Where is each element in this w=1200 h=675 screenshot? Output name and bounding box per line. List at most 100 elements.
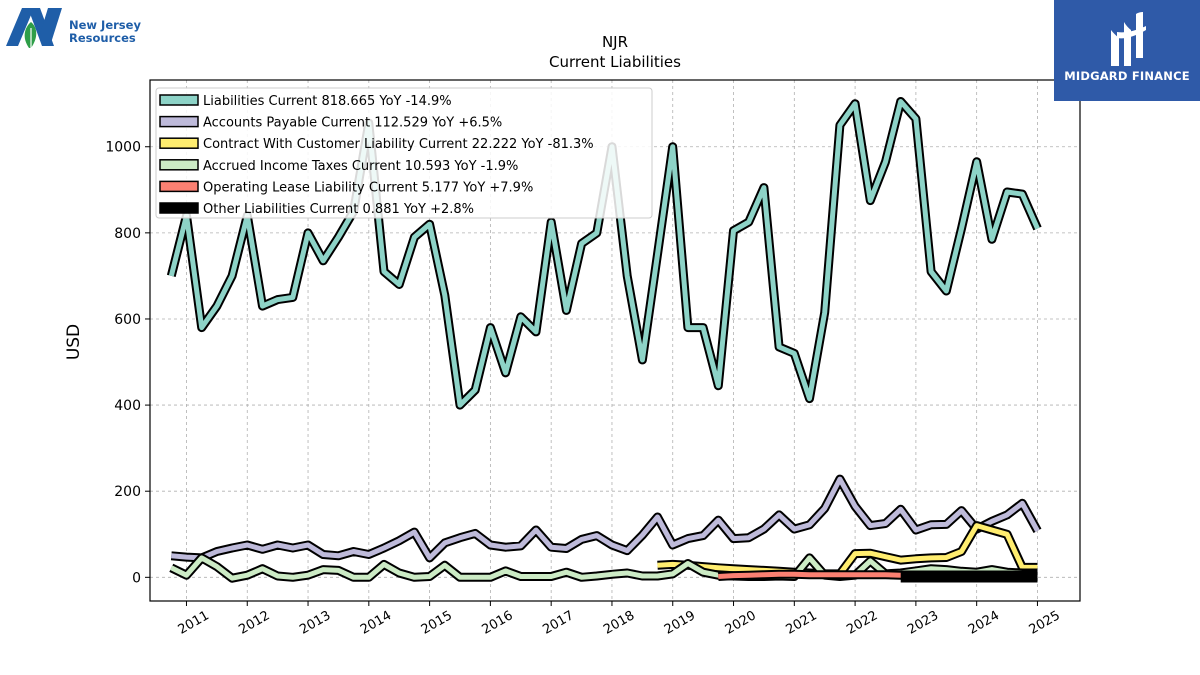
data-point	[976, 525, 978, 527]
data-point	[216, 551, 218, 553]
data-point	[292, 577, 294, 579]
data-point	[490, 544, 492, 546]
data-point	[535, 576, 537, 578]
data-point	[870, 525, 872, 527]
data-point	[702, 571, 704, 573]
legend-label: Operating Lease Liability Current 5.177 …	[203, 180, 533, 195]
data-point	[216, 566, 218, 568]
data-point	[444, 542, 446, 544]
data-point	[292, 547, 294, 549]
data-point	[748, 569, 750, 571]
data-point	[946, 524, 948, 526]
x-tick-label: 2016	[480, 608, 516, 638]
data-point	[1006, 576, 1008, 578]
data-point	[900, 509, 902, 511]
data-point	[186, 556, 188, 558]
data-point	[338, 555, 340, 557]
data-point	[414, 531, 416, 533]
data-point	[672, 573, 674, 575]
series-accounts-payable-current	[170, 474, 1042, 563]
data-point	[520, 576, 522, 578]
data-point	[824, 312, 826, 314]
legend-label: Contract With Customer Liability Current…	[203, 137, 594, 152]
company-name: New Jersey Resources	[69, 19, 141, 45]
data-point	[1022, 567, 1024, 569]
data-point	[459, 404, 461, 406]
y-axis-label: USD	[64, 324, 84, 360]
data-point	[262, 568, 264, 570]
data-point	[520, 316, 522, 318]
data-point	[870, 560, 872, 562]
data-point	[824, 574, 826, 576]
data-point	[900, 559, 902, 561]
data-point	[657, 565, 659, 567]
series-other-liabilities-current	[900, 570, 1039, 583]
brand-badge: MIDGARD FINANCE	[1054, 0, 1200, 101]
y-tick-label: 600	[114, 312, 141, 328]
legend-swatch	[159, 137, 199, 149]
x-tick-label: 2017	[540, 608, 576, 638]
data-point	[885, 574, 887, 576]
data-point	[262, 549, 264, 551]
data-point	[1022, 576, 1024, 578]
data-point	[322, 554, 324, 556]
y-tick-label: 800	[114, 226, 141, 242]
data-point	[839, 478, 841, 480]
data-point	[657, 575, 659, 577]
data-point	[581, 243, 583, 245]
data-point	[596, 232, 598, 234]
data-point	[885, 161, 887, 163]
data-point	[231, 577, 233, 579]
data-point	[1037, 576, 1039, 578]
series-line	[657, 523, 1038, 577]
data-point	[277, 299, 279, 301]
data-point	[1022, 503, 1024, 505]
data-point	[763, 574, 765, 576]
x-tick-label: 2021	[783, 608, 819, 638]
x-tick-label: 2025	[1027, 608, 1063, 638]
x-tick-label: 2023	[905, 608, 941, 638]
x-tick-label: 2011	[176, 608, 212, 638]
data-point	[307, 544, 309, 546]
data-point	[809, 524, 811, 526]
data-point	[581, 577, 583, 579]
data-point	[794, 528, 796, 530]
data-point	[915, 558, 917, 560]
data-point	[778, 346, 780, 348]
data-point	[718, 519, 720, 521]
data-point	[186, 574, 188, 576]
chart-subtitle: Current Liabilities	[549, 53, 681, 71]
data-point	[292, 297, 294, 299]
data-point	[383, 271, 385, 273]
data-point	[398, 540, 400, 542]
data-point	[566, 548, 568, 550]
data-point	[277, 575, 279, 577]
legend-label: Other Liabilities Current 0.881 YoY +2.8…	[203, 202, 474, 217]
series-line	[171, 476, 1040, 561]
data-point	[961, 551, 963, 553]
data-point	[307, 232, 309, 234]
data-point	[353, 551, 355, 553]
data-point	[581, 539, 583, 541]
data-point	[794, 574, 796, 576]
data-point	[733, 575, 735, 577]
data-point	[459, 537, 461, 539]
company-name-line2: Resources	[69, 31, 136, 45]
data-point	[657, 516, 659, 518]
data-point	[338, 570, 340, 572]
data-point	[201, 327, 203, 329]
data-point	[429, 223, 431, 225]
data-point	[854, 103, 856, 105]
data-point	[611, 544, 613, 546]
data-point	[474, 389, 476, 391]
data-point	[854, 553, 856, 555]
data-point	[383, 547, 385, 549]
data-point	[231, 547, 233, 549]
data-point	[915, 576, 917, 578]
y-tick-label: 0	[132, 570, 141, 586]
data-point	[748, 537, 750, 539]
data-point	[398, 284, 400, 286]
legend-box	[155, 87, 653, 219]
legend-label: Liabilities Current 818.665 YoY -14.9%	[203, 94, 452, 109]
x-tick-label: 2022	[844, 608, 880, 638]
